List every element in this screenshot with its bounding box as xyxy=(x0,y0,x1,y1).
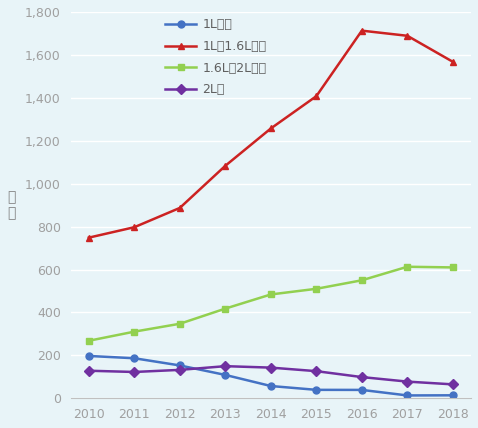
1L超1.6L以下 xyxy=(86,235,92,240)
1L超1.6L以下 xyxy=(131,225,137,230)
1.6L超2L以下 xyxy=(86,338,92,343)
1.6L超2L以下 xyxy=(268,292,274,297)
2L超 xyxy=(404,379,410,384)
2L超 xyxy=(86,368,92,373)
Line: 1L以下: 1L以下 xyxy=(86,353,456,399)
Line: 1.6L超2L以下: 1.6L超2L以下 xyxy=(86,263,456,344)
Line: 2L超: 2L超 xyxy=(86,363,456,388)
1L超1.6L以下 xyxy=(177,205,183,211)
2L超 xyxy=(222,364,228,369)
2L超 xyxy=(177,367,183,372)
1L以下 xyxy=(314,387,319,392)
1.6L超2L以下 xyxy=(222,306,228,311)
1L以下 xyxy=(86,354,92,359)
1L超1.6L以下 xyxy=(450,59,456,64)
1L以下 xyxy=(404,393,410,398)
1.6L超2L以下 xyxy=(131,329,137,334)
1L超1.6L以下 xyxy=(404,33,410,39)
1L以下 xyxy=(450,393,456,398)
Line: 1L超1.6L以下: 1L超1.6L以下 xyxy=(86,27,456,241)
1.6L超2L以下 xyxy=(314,286,319,291)
Y-axis label: 万
台: 万 台 xyxy=(7,190,15,220)
1.6L超2L以下 xyxy=(359,278,365,283)
1L超1.6L以下 xyxy=(359,28,365,33)
1.6L超2L以下 xyxy=(177,321,183,326)
1L以下 xyxy=(359,387,365,392)
1L以下 xyxy=(177,363,183,368)
2L超 xyxy=(131,369,137,374)
1L超1.6L以下 xyxy=(314,94,319,99)
1L以下 xyxy=(268,383,274,389)
2L超 xyxy=(359,374,365,380)
1L超1.6L以下 xyxy=(222,163,228,168)
2L超 xyxy=(268,365,274,370)
1.6L超2L以下 xyxy=(450,265,456,270)
1L以下 xyxy=(222,372,228,377)
2L超 xyxy=(450,382,456,387)
Legend: 1L以下, 1L超1.6L以下, 1.6L超2L以下, 2L超: 1L以下, 1L超1.6L以下, 1.6L超2L以下, 2L超 xyxy=(165,18,267,96)
2L超 xyxy=(314,369,319,374)
1L以下 xyxy=(131,356,137,361)
1L超1.6L以下 xyxy=(268,126,274,131)
1.6L超2L以下 xyxy=(404,264,410,269)
